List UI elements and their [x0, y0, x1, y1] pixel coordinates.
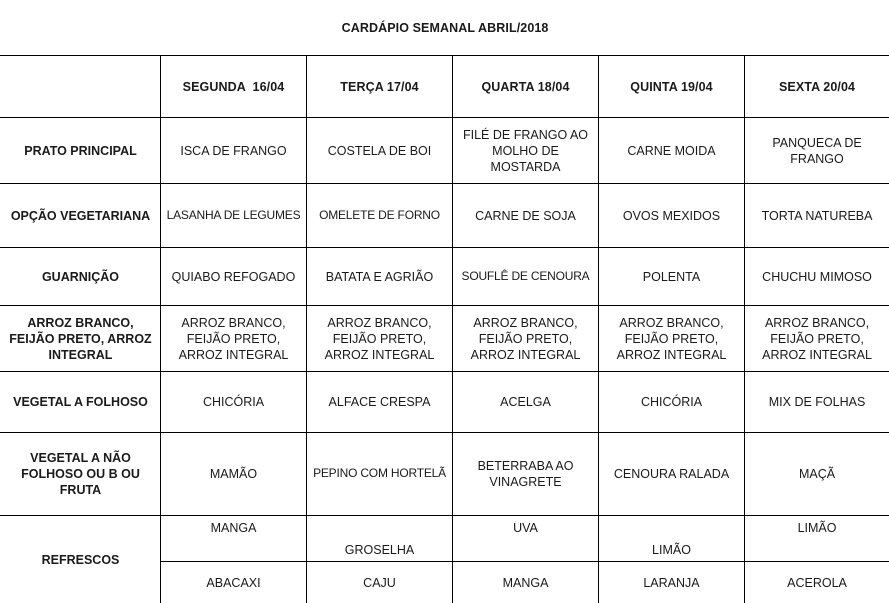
table-row-refrescos-2: ABACAXI CAJU MANGA LARANJA ACEROLA	[1, 561, 889, 603]
cell-opcao-vegetariana-segunda: LASANHA DE LEGUMES	[160, 183, 307, 248]
table-row-vegetal-folhoso: VEGETAL A FOLHOSO CHICÓRIA ALFACE CRESPA…	[0, 371, 889, 433]
cell-vegetal-folhoso-quarta: ACELGA	[452, 371, 599, 433]
row-label-vegetal-folhoso: VEGETAL A FOLHOSO	[0, 371, 161, 433]
cell-opcao-vegetariana-sexta: TORTA NATUREBA	[743, 183, 889, 248]
cell-arroz-feijao-sexta: ARROZ BRANCO, FEIJÃO PRETO, ARROZ INTEGR…	[743, 305, 889, 372]
cell-vegetal-folhoso-quinta: CHICÓRIA	[598, 371, 745, 433]
row-label-arroz-feijao: ARROZ BRANCO, FEIJÃO PRETO, ARROZ INTEGR…	[0, 305, 161, 372]
row-label-vegetal-nao-folhoso: VEGETAL A NÃO FOLHOSO OU B OU FRUTA	[0, 432, 161, 516]
cell-vegetal-nao-folhoso-quinta: CENOURA RALADA	[598, 432, 745, 516]
cell-refrescos2-terca: CAJU	[306, 561, 453, 603]
day-header-quarta: QUARTA 18/04	[452, 55, 599, 118]
cell-refrescos1-sexta: LIMÃO	[743, 515, 889, 562]
header-row: SEGUNDA 16/04 TERÇA 17/04 QUARTA 18/04 Q…	[0, 55, 889, 118]
page-title: CARDÁPIO SEMANAL ABRIL/2018	[0, 0, 889, 56]
cell-vegetal-nao-folhoso-sexta: MAÇÃ	[743, 432, 889, 516]
cell-refrescos1-terca: GROSELHA	[306, 515, 453, 562]
cell-guarnicao-quarta: SOUFLÊ DE CENOURA	[452, 247, 599, 306]
table-row-arroz-feijao: ARROZ BRANCO, FEIJÃO PRETO, ARROZ INTEGR…	[0, 305, 889, 372]
cell-vegetal-folhoso-sexta: MIX DE FOLHAS	[743, 371, 889, 433]
row-label-guarnicao: GUARNIÇÃO	[0, 247, 161, 306]
cell-refrescos2-quarta: MANGA	[452, 561, 599, 603]
cell-arroz-feijao-quinta: ARROZ BRANCO, FEIJÃO PRETO, ARROZ INTEGR…	[598, 305, 745, 372]
table-row-vegetal-nao-folhoso: VEGETAL A NÃO FOLHOSO OU B OU FRUTA MAMÃ…	[0, 432, 889, 516]
table-row-refrescos-1: REFRESCOS MANGA GROSELHA UVA LIMÃO LIMÃO	[0, 515, 889, 603]
table-row-prato-principal: PRATO PRINCIPAL ISCA DE FRANGO COSTELA D…	[0, 117, 889, 184]
cell-vegetal-nao-folhoso-segunda: MAMÃO	[160, 432, 307, 516]
cell-prato-principal-sexta: PANQUECA DE FRANGO	[743, 117, 889, 184]
cell-vegetal-folhoso-segunda: CHICÓRIA	[160, 371, 307, 433]
cell-prato-principal-segunda: ISCA DE FRANGO	[160, 117, 307, 184]
day-header-sexta: SEXTA 20/04	[743, 55, 889, 118]
cell-opcao-vegetariana-terca: OMELETE DE FORNO	[306, 183, 453, 248]
cell-guarnicao-quinta: POLENTA	[598, 247, 745, 306]
row-label-prato-principal: PRATO PRINCIPAL	[0, 117, 161, 184]
cell-refrescos2-segunda: ABACAXI	[160, 561, 307, 603]
cell-opcao-vegetariana-quinta: OVOS MEXIDOS	[598, 183, 745, 248]
cell-vegetal-folhoso-terca: ALFACE CRESPA	[306, 371, 453, 433]
table-row-guarnicao: GUARNIÇÃO QUIABO REFOGADO BATATA E AGRIÃ…	[0, 247, 889, 306]
table-corner-cell	[0, 55, 161, 118]
day-header-segunda: SEGUNDA 16/04	[160, 55, 307, 118]
cell-refrescos2-sexta: ACEROLA	[743, 561, 889, 603]
cell-prato-principal-quinta: CARNE MOIDA	[598, 117, 745, 184]
cell-prato-principal-terca: COSTELA DE BOI	[306, 117, 453, 184]
title-row: CARDÁPIO SEMANAL ABRIL/2018	[0, 0, 889, 56]
cell-prato-principal-quarta: FILÉ DE FRANGO AO MOLHO DE MOSTARDA	[452, 117, 599, 184]
cell-opcao-vegetariana-quarta: CARNE DE SOJA	[452, 183, 599, 248]
cell-arroz-feijao-terca: ARROZ BRANCO, FEIJÃO PRETO, ARROZ INTEGR…	[306, 305, 453, 372]
cell-refrescos2-quinta: LARANJA	[598, 561, 745, 603]
cell-refrescos1-quarta: UVA	[452, 515, 599, 562]
cell-vegetal-nao-folhoso-terca: PEPINO COM HORTELÃ	[306, 432, 453, 516]
cell-guarnicao-segunda: QUIABO REFOGADO	[160, 247, 307, 306]
day-header-quinta: QUINTA 19/04	[598, 55, 745, 118]
cell-arroz-feijao-quarta: ARROZ BRANCO, FEIJÃO PRETO, ARROZ INTEGR…	[452, 305, 599, 372]
cell-guarnicao-terca: BATATA E AGRIÃO	[306, 247, 453, 306]
cell-refrescos1-segunda: MANGA	[160, 515, 307, 562]
table-row-opcao-vegetariana: OPÇÃO VEGETARIANA LASANHA DE LEGUMES OME…	[0, 183, 889, 248]
row-label-opcao-vegetariana: OPÇÃO VEGETARIANA	[0, 183, 161, 248]
row-label-refrescos: REFRESCOS	[0, 515, 161, 603]
cell-refrescos1-quinta: LIMÃO	[598, 515, 745, 562]
day-header-terca: TERÇA 17/04	[306, 55, 453, 118]
cell-guarnicao-sexta: CHUCHU MIMOSO	[743, 247, 889, 306]
cell-arroz-feijao-segunda: ARROZ BRANCO, FEIJÃO PRETO, ARROZ INTEGR…	[160, 305, 307, 372]
cell-vegetal-nao-folhoso-quarta: BETERRABA AO VINAGRETE	[452, 432, 599, 516]
